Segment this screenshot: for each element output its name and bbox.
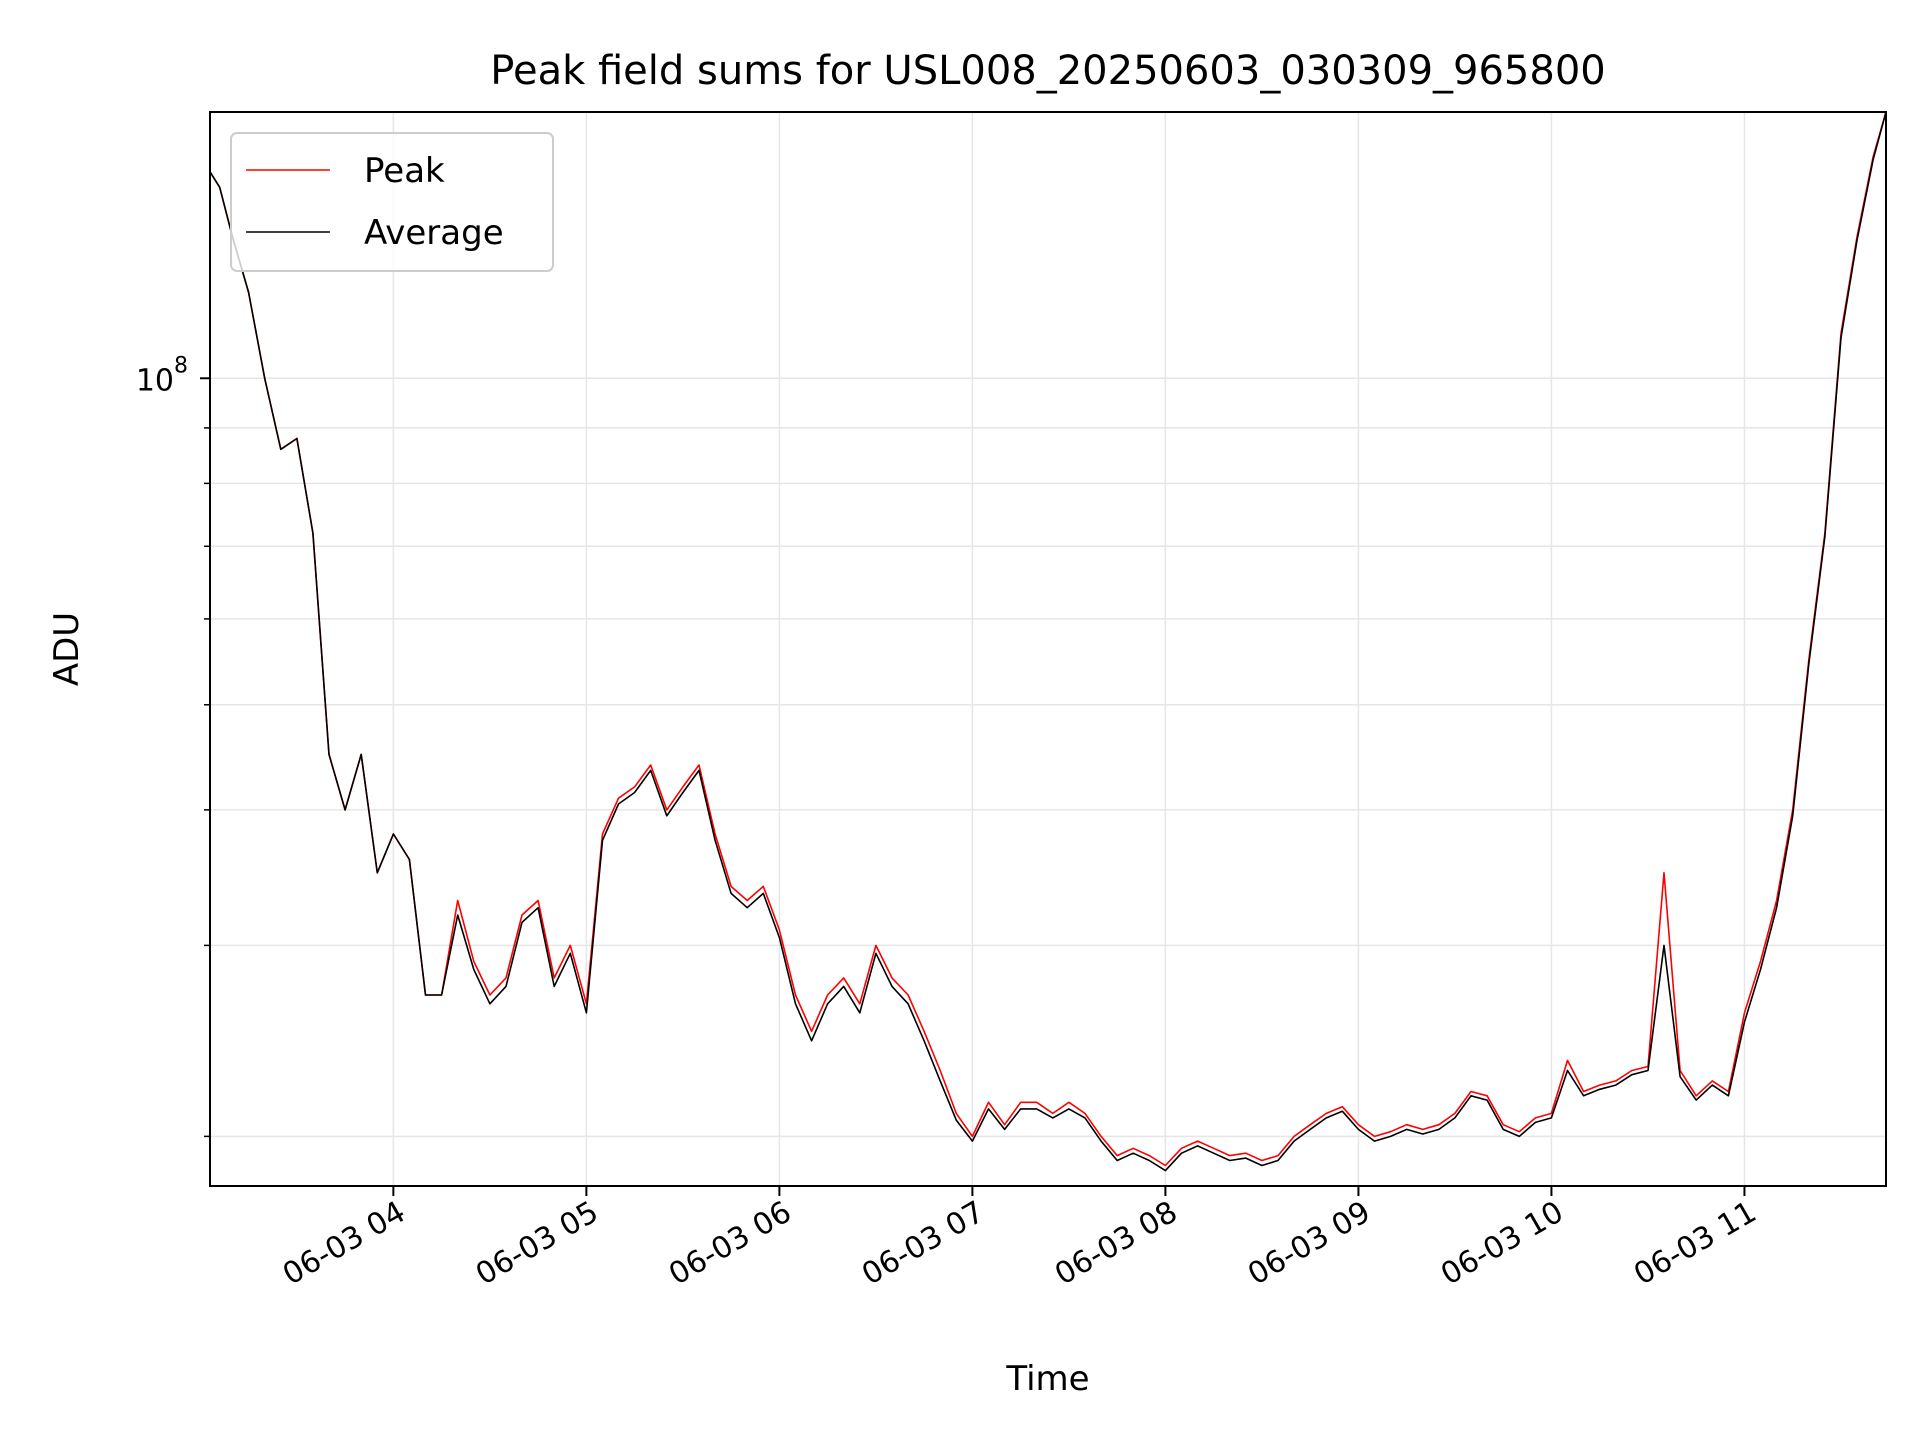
series-lines [209,111,1887,1172]
legend-label-peak: Peak [364,151,445,191]
y-axis-label: ADU [47,612,87,686]
series-line-average [209,111,1887,1172]
legend-label-average: Average [364,213,504,253]
legend: Peak Average [230,132,554,272]
legend-box [230,132,554,272]
series-line-peak [209,111,1887,1167]
chart-title: Peak field sums for USL008_20250603_0303… [490,48,1605,94]
y-axis-ticks: 108 [136,353,210,1138]
y-tick-label: 108 [136,353,188,398]
x-axis-label: Time [1005,1359,1089,1399]
plot-area-frame [209,111,1887,1187]
